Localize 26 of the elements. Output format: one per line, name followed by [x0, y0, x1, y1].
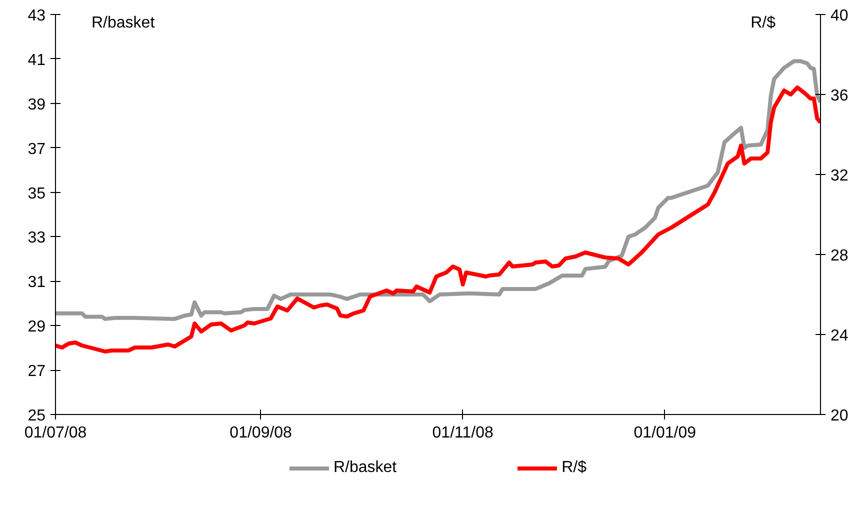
x-tick-label: 01/01/09	[634, 424, 696, 442]
y-tick-label: 25	[28, 408, 46, 424]
legend-label: R/basket	[333, 459, 397, 477]
y-tick-label: 43	[28, 8, 46, 24]
line-series	[56, 86, 820, 354]
y-tick-label: 35	[28, 185, 46, 202]
x-tick-label: 01/11/08	[432, 424, 494, 442]
y2-tick-label: 24	[830, 328, 848, 344]
y-axis-title: R/basket	[92, 14, 156, 32]
y-tick-label: 29	[28, 318, 46, 336]
y-tick-label: 37	[28, 140, 46, 158]
legend-label: R/$	[562, 459, 587, 477]
x-tick-label: 01/07/08	[24, 424, 87, 442]
y2-tick-label: 20	[830, 408, 848, 424]
line-series	[56, 59, 820, 321]
y-tick-label: 33	[28, 230, 46, 247]
y-tick-label: 27	[28, 363, 46, 380]
y2-tick-label: 32	[830, 168, 848, 184]
y2-axis-title: R/$	[750, 14, 776, 32]
y-tick-label: 41	[28, 52, 46, 69]
y2-tick-label: 28	[830, 248, 848, 264]
y-tick-label: 31	[28, 274, 46, 292]
y-tick-label: 39	[28, 96, 46, 114]
y2-tick-label: 36	[830, 88, 848, 104]
y2-tick-label: 40	[830, 8, 848, 24]
x-tick-label: 01/09/08	[230, 424, 292, 442]
